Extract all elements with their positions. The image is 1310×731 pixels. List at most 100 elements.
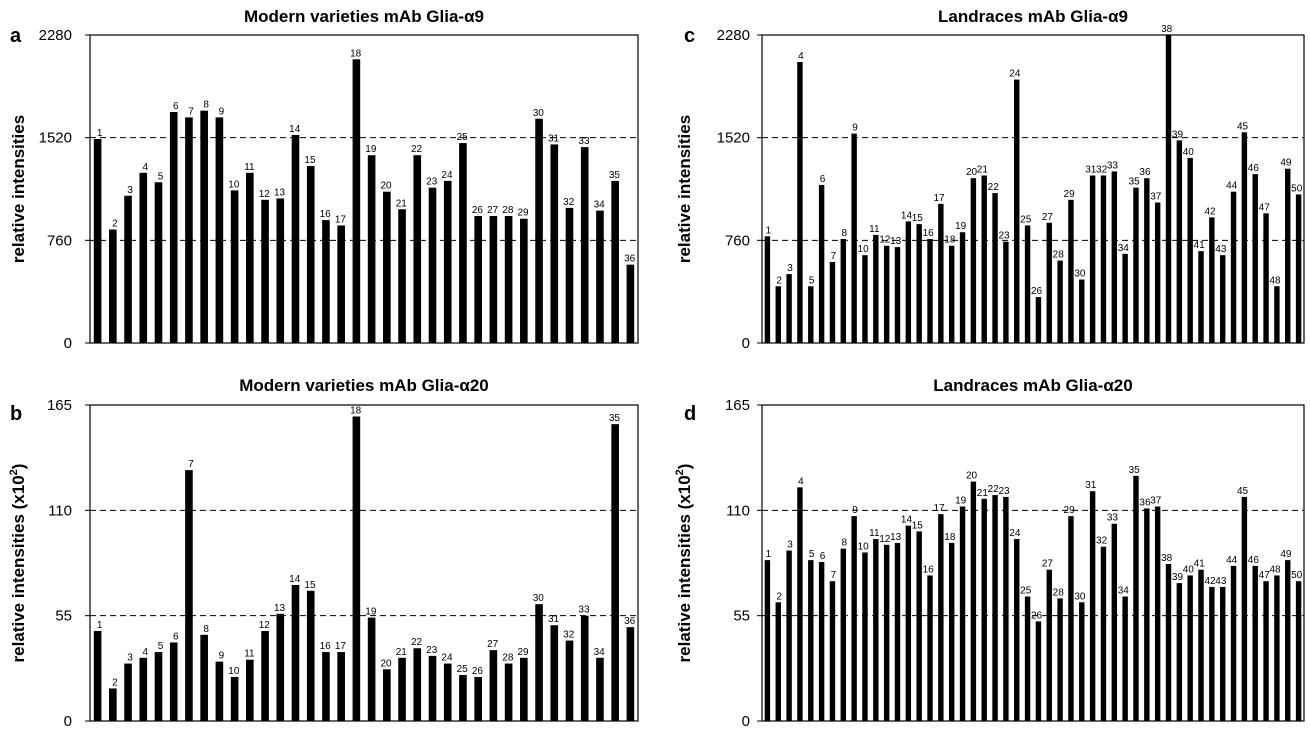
- bar-label: 13: [274, 187, 286, 198]
- bar-label: 2: [112, 219, 118, 230]
- bar-28: [1057, 260, 1063, 343]
- bar-26: [474, 676, 482, 721]
- bar-8: [840, 548, 847, 721]
- bar-label: 6: [820, 551, 826, 562]
- bar-label: 12: [879, 534, 891, 545]
- bar-24: [443, 180, 452, 343]
- bar-5: [808, 286, 814, 343]
- bar-36: [1144, 508, 1150, 721]
- bar-23: [1003, 496, 1009, 721]
- bar-label: 11: [869, 224, 880, 235]
- bar-29: [520, 218, 528, 343]
- bar-label: 8: [841, 538, 847, 549]
- y-axis-label-exponent: 2: [8, 469, 20, 475]
- bar-label: 28: [502, 653, 514, 664]
- bar-label: 30: [1074, 591, 1086, 602]
- bar-label: 27: [1042, 559, 1054, 570]
- bar-1: [764, 560, 771, 721]
- bar-label: 46: [1248, 555, 1260, 566]
- y-tick-label: 165: [725, 397, 750, 414]
- bar-38: [1165, 35, 1172, 343]
- bar-32: [1100, 546, 1107, 721]
- y-tick-label: 165: [47, 397, 72, 414]
- bar-44: [1230, 191, 1237, 343]
- y-tick-label: 760: [47, 232, 72, 249]
- bar-8: [840, 238, 847, 343]
- bar-label: 41: [1194, 240, 1206, 251]
- bar-27: [489, 650, 498, 721]
- bar-label: 42: [1204, 206, 1216, 217]
- bar-label: 10: [228, 179, 240, 190]
- bar-label: 28: [1053, 587, 1065, 598]
- chart-title: Landraces mAb Glia-α9: [938, 7, 1128, 26]
- bar-label: 38: [1161, 553, 1173, 564]
- bar-10: [230, 190, 239, 343]
- y-axis-label-text: relative intensities (x10: [9, 475, 28, 662]
- bar-14: [905, 525, 912, 721]
- bar-24: [1014, 79, 1020, 343]
- bar-label: 24: [1009, 69, 1021, 80]
- y-tick-label: 2280: [39, 27, 72, 44]
- bar-20: [383, 191, 391, 343]
- bar-label: 31: [1085, 164, 1097, 175]
- bar-label: 32: [1096, 536, 1108, 547]
- bar-1: [764, 236, 771, 343]
- bar-label: 6: [173, 631, 179, 642]
- bar-2: [109, 229, 117, 343]
- bar-label: 19: [365, 144, 377, 155]
- bar-6: [169, 642, 178, 721]
- bar-42: [1209, 586, 1215, 721]
- bar-label: 3: [127, 185, 133, 196]
- bar-12: [883, 544, 890, 721]
- bar-22: [413, 155, 422, 343]
- bar-label: 20: [381, 181, 393, 192]
- bar-41: [1198, 569, 1204, 721]
- panel-letter: c: [684, 25, 695, 47]
- bar-label: 23: [426, 177, 438, 188]
- bar-33: [1111, 523, 1118, 721]
- bar-14: [291, 134, 300, 343]
- bar-label: 26: [472, 205, 484, 216]
- bar-label: 16: [923, 228, 935, 239]
- bar-label: 24: [441, 170, 453, 181]
- bar-30: [1079, 602, 1085, 721]
- bar-15: [916, 531, 922, 721]
- bar-3: [786, 274, 792, 343]
- bar-label: 23: [426, 645, 438, 656]
- panel-a: a Modern varieties mAb Glia-α9 relative in…: [9, 7, 639, 352]
- bar-label: 32: [563, 197, 575, 208]
- bar-label: 39: [1172, 129, 1184, 140]
- bar-label: 5: [809, 275, 815, 286]
- bar-label: 23: [998, 486, 1010, 497]
- bar-label: 30: [1074, 269, 1086, 280]
- bar-label: 46: [1248, 163, 1260, 174]
- plot-frame: [89, 34, 639, 344]
- bar-label: 21: [977, 164, 989, 175]
- bar-42: [1209, 217, 1215, 343]
- bar-30: [1079, 279, 1085, 343]
- bar-33: [580, 615, 589, 721]
- bar-3: [786, 550, 792, 721]
- bar-4: [797, 62, 803, 344]
- bar-25: [459, 675, 467, 721]
- bar-label: 1: [766, 549, 772, 560]
- bar-label: 3: [787, 540, 793, 551]
- bar-label: 24: [1009, 528, 1021, 539]
- bar-label: 9: [852, 505, 858, 516]
- bar-12: [883, 245, 890, 343]
- bar-label: 49: [1280, 158, 1292, 169]
- bar-6: [169, 112, 178, 343]
- bar-33: [1111, 171, 1118, 343]
- bar-19: [959, 506, 966, 721]
- bar-label: 17: [933, 503, 945, 514]
- bar-label: 5: [158, 641, 164, 652]
- bar-25: [1024, 596, 1031, 721]
- y-tick-label: 0: [742, 713, 750, 726]
- bar-34: [1122, 596, 1128, 721]
- bar-24: [443, 663, 452, 721]
- bar-label: 50: [1291, 570, 1303, 581]
- bar-33: [580, 147, 589, 343]
- bar-label: 34: [1118, 586, 1130, 597]
- bar-label: 4: [143, 647, 149, 658]
